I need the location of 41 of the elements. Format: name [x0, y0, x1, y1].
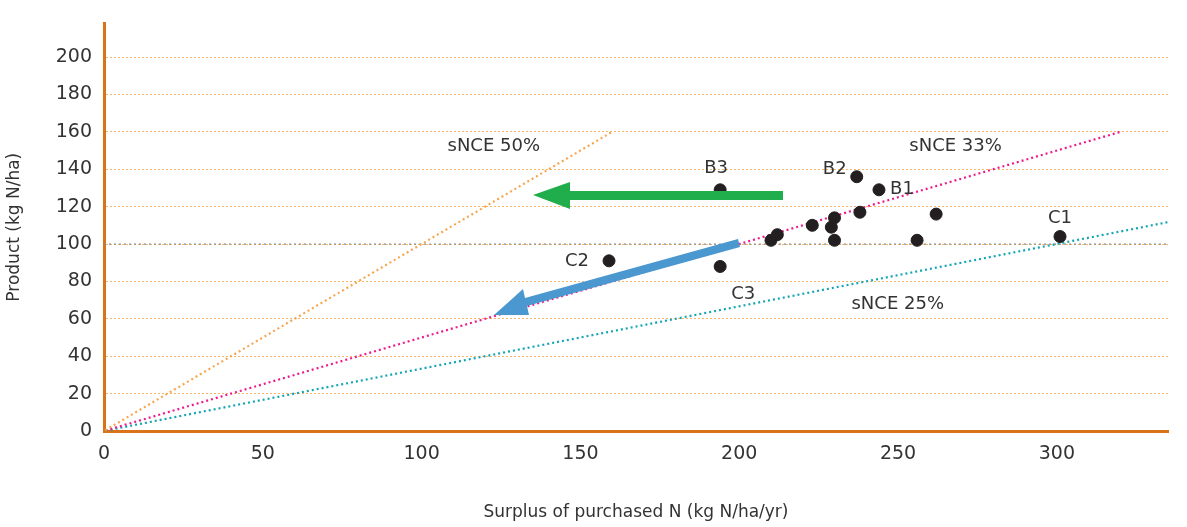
annotation: C1 — [1048, 206, 1073, 228]
y-tick-label: 160 — [55, 118, 92, 141]
y-tick-label: 20 — [67, 380, 92, 403]
x-axis-title: Surplus of purchased N (kg N/ha/yr) — [483, 501, 789, 522]
point — [1053, 230, 1067, 244]
x-tick-label: 0 — [97, 441, 111, 464]
y-tick-label: 60 — [67, 305, 92, 328]
point — [602, 254, 616, 268]
y-tick-label: 180 — [55, 81, 92, 104]
x-tick-label: 150 — [562, 441, 599, 464]
point — [853, 205, 867, 219]
point — [850, 170, 864, 184]
annotation: C3 — [731, 282, 756, 304]
y-tick-label: 200 — [55, 43, 92, 66]
point — [828, 233, 842, 247]
x-tick-label: 250 — [879, 441, 917, 464]
point — [770, 228, 784, 242]
annotation: B3 — [704, 156, 729, 178]
point — [910, 233, 924, 247]
point — [713, 259, 727, 273]
point — [805, 218, 819, 232]
y-tick-label: 0 — [79, 417, 92, 440]
annotation: C2 — [564, 248, 590, 270]
x-tick-label: 50 — [250, 441, 275, 464]
y-axis-title: Product (kg N/ha) — [2, 152, 23, 302]
series-label: sNCE 33% — [909, 134, 1002, 156]
point — [872, 183, 886, 197]
point — [929, 207, 943, 221]
x-tick-label: 300 — [1038, 441, 1075, 464]
annotation: B1 — [890, 177, 914, 199]
x-tick-label: 200 — [721, 441, 758, 464]
series-label: sNCE 50% — [447, 134, 541, 156]
x-tick-label: 100 — [403, 441, 440, 464]
y-tick-label: 140 — [55, 156, 92, 179]
y-tick-label: 80 — [67, 268, 92, 291]
y-tick-label: 100 — [55, 230, 92, 253]
point — [828, 211, 842, 225]
series-label: sNCE 25% — [851, 291, 944, 313]
annotation: B2 — [822, 157, 847, 179]
y-tick-label: 120 — [55, 193, 92, 216]
y-tick-label: 40 — [67, 343, 92, 366]
